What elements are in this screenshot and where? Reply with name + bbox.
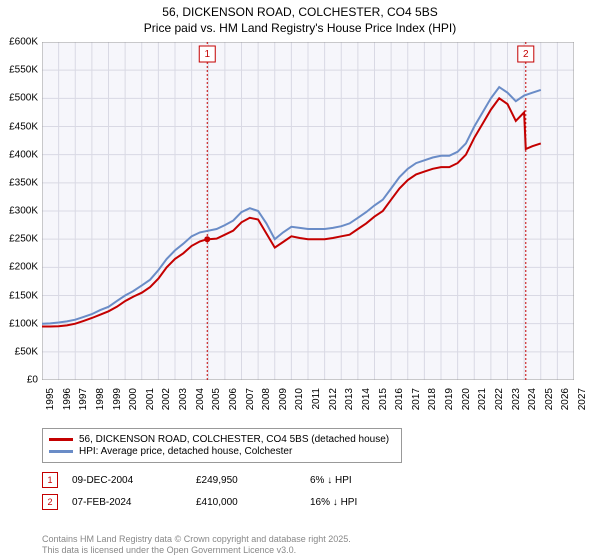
chart-title: 56, DICKENSON ROAD, COLCHESTER, CO4 5BS … <box>0 0 600 36</box>
x-tick-label: 1995 <box>45 388 56 410</box>
x-tick-label: 2001 <box>145 388 156 410</box>
annotation-price: £410,000 <box>196 497 296 508</box>
x-tick-label: 2020 <box>461 388 472 410</box>
x-tick-label: 2016 <box>394 388 405 410</box>
x-tick-label: 2018 <box>427 388 438 410</box>
legend-label: 56, DICKENSON ROAD, COLCHESTER, CO4 5BS … <box>79 434 389 445</box>
y-tick-label: £550K <box>9 65 38 76</box>
x-tick-label: 2004 <box>195 388 206 410</box>
x-tick-label: 2024 <box>527 388 538 410</box>
chart-legend: 56, DICKENSON ROAD, COLCHESTER, CO4 5BS … <box>42 428 402 463</box>
x-tick-label: 2026 <box>560 388 571 410</box>
y-tick-label: £400K <box>9 149 38 160</box>
x-tick-label: 2019 <box>444 388 455 410</box>
y-tick-label: £150K <box>9 290 38 301</box>
annotation-marker-box: 1 <box>42 472 58 488</box>
y-tick-label: £450K <box>9 121 38 132</box>
x-tick-label: 2000 <box>128 388 139 410</box>
x-tick-label: 2003 <box>178 388 189 410</box>
y-tick-label: £300K <box>9 206 38 217</box>
legend-swatch <box>49 450 73 453</box>
x-tick-label: 2011 <box>311 388 322 410</box>
title-line2: Price paid vs. HM Land Registry's House … <box>0 21 600 37</box>
y-tick-label: £50K <box>15 346 38 357</box>
y-tick-label: £100K <box>9 318 38 329</box>
annotation-row: 2 07-FEB-2024 £410,000 16% ↓ HPI <box>42 494 574 510</box>
x-tick-label: 2015 <box>378 388 389 410</box>
legend-swatch <box>49 438 73 441</box>
x-tick-label: 2002 <box>161 388 172 410</box>
x-tick-label: 2010 <box>294 388 305 410</box>
x-tick-label: 2006 <box>228 388 239 410</box>
x-tick-label: 2025 <box>544 388 555 410</box>
annotation-pct: 6% ↓ HPI <box>310 475 430 486</box>
x-axis: 1995 1996 1997 1998 1999 2000 2001 2002 2003 2004… <box>42 384 574 424</box>
y-axis: £0£50K£100K£150K£200K£250K£300K£350K£400… <box>0 42 40 380</box>
x-tick-label: 2013 <box>344 388 355 410</box>
x-tick-label: 2027 <box>577 388 588 410</box>
annotation-date: 07-FEB-2024 <box>72 497 182 508</box>
y-tick-label: £250K <box>9 234 38 245</box>
x-tick-label: 2005 <box>211 388 222 410</box>
footer-line1: Contains HM Land Registry data © Crown c… <box>42 534 351 545</box>
legend-label: HPI: Average price, detached house, Colc… <box>79 446 292 457</box>
x-tick-label: 2022 <box>494 388 505 410</box>
svg-text:1: 1 <box>204 49 210 60</box>
svg-text:2: 2 <box>523 49 529 60</box>
annotation-price: £249,950 <box>196 475 296 486</box>
annotation-row: 1 09-DEC-2004 £249,950 6% ↓ HPI <box>42 472 574 488</box>
title-line1: 56, DICKENSON ROAD, COLCHESTER, CO4 5BS <box>0 5 600 21</box>
annotation-marker-box: 2 <box>42 494 58 510</box>
x-tick-label: 2012 <box>328 388 339 410</box>
x-tick-label: 2007 <box>245 388 256 410</box>
x-tick-label: 1998 <box>95 388 106 410</box>
x-tick-label: 1997 <box>78 388 89 410</box>
x-tick-label: 1996 <box>62 388 73 410</box>
y-tick-label: £0 <box>27 375 38 386</box>
legend-item: HPI: Average price, detached house, Colc… <box>49 446 395 457</box>
chart-svg: 12 <box>42 42 574 380</box>
annotation-date: 09-DEC-2004 <box>72 475 182 486</box>
y-tick-label: £350K <box>9 177 38 188</box>
annotation-pct: 16% ↓ HPI <box>310 497 430 508</box>
footer-attribution: Contains HM Land Registry data © Crown c… <box>42 534 351 556</box>
x-tick-label: 2009 <box>278 388 289 410</box>
y-tick-label: £500K <box>9 93 38 104</box>
y-tick-label: £200K <box>9 262 38 273</box>
annotations-table: 1 09-DEC-2004 £249,950 6% ↓ HPI 2 07-FEB… <box>42 472 574 516</box>
y-tick-label: £600K <box>9 37 38 48</box>
x-tick-label: 2017 <box>411 388 422 410</box>
x-tick-label: 2023 <box>511 388 522 410</box>
x-tick-label: 2014 <box>361 388 372 410</box>
x-tick-label: 1999 <box>112 388 123 410</box>
chart-plot-area: 12 <box>42 42 574 380</box>
x-tick-label: 2021 <box>477 388 488 410</box>
legend-item: 56, DICKENSON ROAD, COLCHESTER, CO4 5BS … <box>49 434 395 445</box>
footer-line2: This data is licensed under the Open Gov… <box>42 545 351 556</box>
x-tick-label: 2008 <box>261 388 272 410</box>
